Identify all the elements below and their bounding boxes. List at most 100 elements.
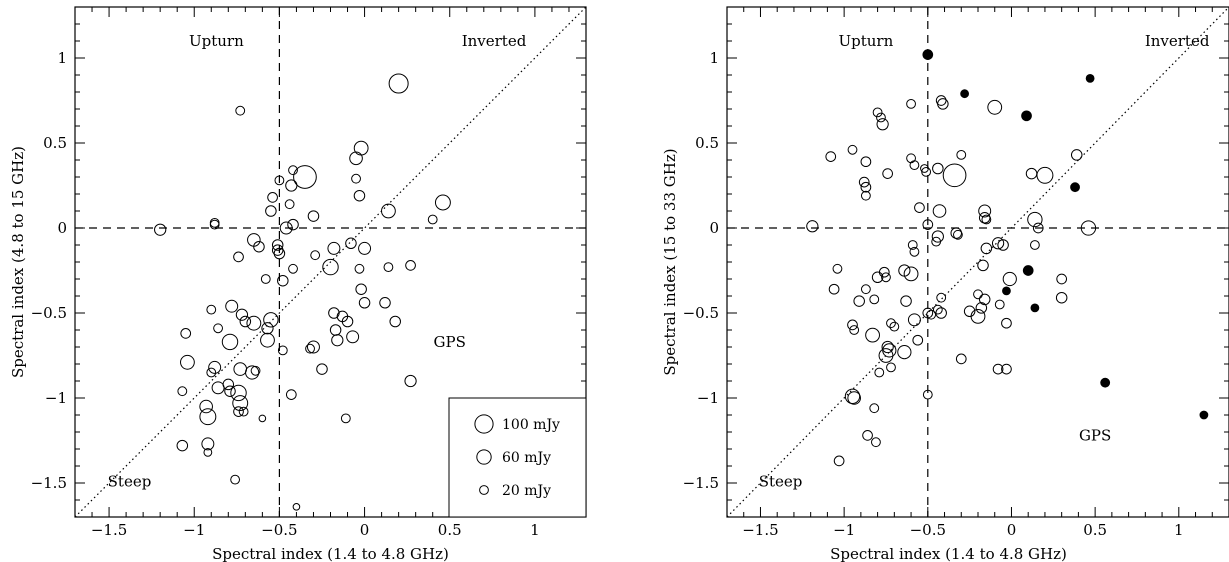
diagonal-line xyxy=(75,7,586,517)
data-point xyxy=(293,165,317,189)
data-point xyxy=(963,305,976,318)
region-label-upturn: Upturn xyxy=(189,32,244,50)
plot-area xyxy=(75,7,586,517)
region-label-inverted: Inverted xyxy=(462,32,527,50)
data-point xyxy=(427,214,438,225)
data-point xyxy=(404,374,417,388)
data-point xyxy=(973,289,983,300)
data-point xyxy=(263,312,279,328)
data-point xyxy=(277,345,288,356)
data-point xyxy=(900,295,912,307)
data-point xyxy=(1021,110,1032,122)
data-point xyxy=(903,266,919,282)
data-point xyxy=(909,246,920,257)
data-point xyxy=(922,219,934,230)
data-point xyxy=(876,112,886,123)
data-point xyxy=(225,299,239,313)
region-label-gps: GPS xyxy=(434,333,466,351)
legend-label: 60 mJy xyxy=(502,450,551,466)
data-point xyxy=(340,413,351,424)
data-point xyxy=(209,217,220,228)
data-point xyxy=(871,437,881,448)
data-point xyxy=(232,395,249,412)
data-point xyxy=(906,98,916,109)
data-point xyxy=(327,241,341,255)
data-point xyxy=(388,73,409,94)
legend-label: 100 mJy xyxy=(502,417,560,433)
data-point xyxy=(860,284,871,295)
data-point xyxy=(310,250,321,261)
data-point xyxy=(882,168,893,179)
diagonal-line xyxy=(727,7,1229,517)
legend-marker xyxy=(476,449,492,465)
data-point xyxy=(260,274,271,284)
data-point xyxy=(285,389,297,400)
data-point xyxy=(1025,167,1038,180)
data-point xyxy=(341,315,354,328)
x-tick-label: 1 xyxy=(530,521,540,539)
data-point xyxy=(211,381,225,395)
data-point xyxy=(235,105,246,116)
data-point xyxy=(847,144,858,155)
data-point xyxy=(975,302,988,314)
data-point xyxy=(932,204,947,218)
data-point xyxy=(246,315,262,331)
data-point xyxy=(886,318,896,329)
data-point xyxy=(245,365,260,380)
data-point xyxy=(825,151,837,162)
legend: 100 mJy 60 mJy 20 mJy xyxy=(448,397,587,518)
data-point xyxy=(912,334,924,346)
data-point xyxy=(358,297,371,309)
data-point xyxy=(907,240,918,250)
y-tick-label: 0 xyxy=(709,219,719,237)
data-point xyxy=(288,263,298,274)
plot-area xyxy=(727,7,1229,517)
data-point xyxy=(1001,317,1012,329)
data-point xyxy=(279,221,293,235)
region-label-steep: Steep xyxy=(108,472,152,490)
data-point xyxy=(832,263,843,274)
y-tick-label: −1 xyxy=(697,389,719,407)
x-tick-label: 0.5 xyxy=(438,521,462,539)
data-point xyxy=(1055,291,1068,304)
data-point xyxy=(267,192,278,203)
data-point xyxy=(889,321,900,332)
data-point xyxy=(869,403,880,414)
data-point xyxy=(871,271,884,284)
data-point xyxy=(906,153,916,164)
data-point xyxy=(292,503,301,511)
legend-box xyxy=(448,397,587,518)
region-label-upturn: Upturn xyxy=(839,32,894,50)
data-point xyxy=(238,406,249,417)
data-point xyxy=(154,223,167,236)
data-point xyxy=(1070,149,1083,161)
y-tick-label: −1 xyxy=(45,389,67,407)
y-axis-label: Spectral index (4.8 to 15 GHz) xyxy=(9,146,27,378)
data-point xyxy=(886,362,896,373)
data-point xyxy=(1029,240,1040,250)
data-point xyxy=(932,304,943,315)
panel-1: −1.5 −1 −0.5 0 0.5 1 −1.5 −1 −0.5 0 0.5 1 Spectral i… xyxy=(9,6,587,562)
data-point xyxy=(271,239,284,251)
data-point xyxy=(287,218,299,231)
data-point xyxy=(1100,377,1111,388)
data-point xyxy=(1080,220,1097,236)
y-axis-label: Spectral index (15 to 33 GHz) xyxy=(661,148,679,375)
data-point xyxy=(978,293,991,306)
data-point xyxy=(329,324,342,336)
data-point xyxy=(932,162,944,175)
data-point xyxy=(1022,265,1034,276)
y-tick-label: −0.5 xyxy=(683,304,719,322)
data-point xyxy=(987,99,1003,115)
y-tick-label: −1.5 xyxy=(683,474,719,492)
data-point xyxy=(921,166,932,177)
y-tick-label: 1 xyxy=(709,49,719,67)
data-point xyxy=(980,242,993,255)
data-point xyxy=(806,220,819,233)
data-point xyxy=(981,214,992,225)
data-point xyxy=(1002,286,1011,296)
data-point xyxy=(847,319,858,331)
data-point xyxy=(199,399,213,414)
x-tick-label: −0.5 xyxy=(261,521,297,539)
region-label-gps: GPS xyxy=(1079,427,1111,445)
